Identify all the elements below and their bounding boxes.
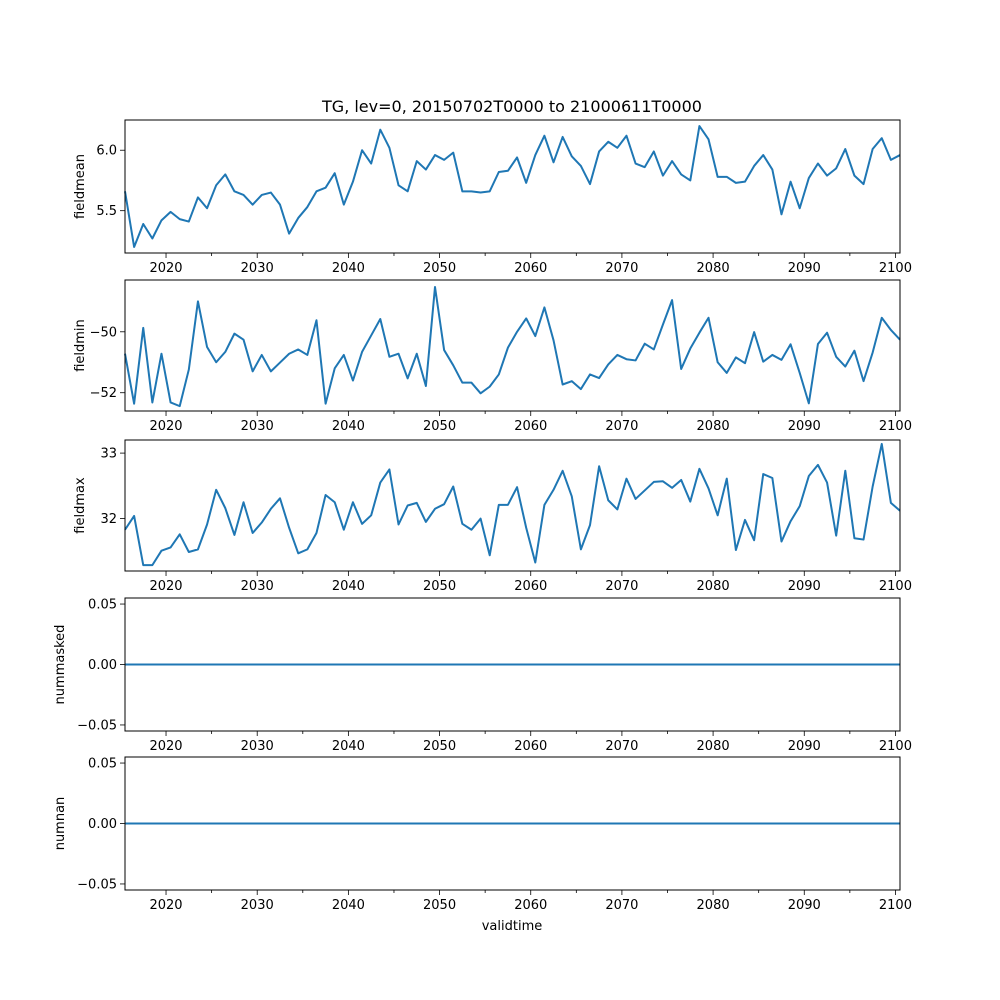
x-tick-label: 2080 [697,579,730,594]
y-tick-label: −50 [90,325,117,340]
x-tick-label: 2050 [423,898,456,913]
x-tick-label: 2090 [788,898,821,913]
x-tick-label: 2040 [332,579,365,594]
y-axis-label-fieldmean: fieldmean [73,154,88,219]
x-tick-label: 2090 [788,419,821,434]
panel-numnan: 2020 2030 2040 2050 2060 2070 2080 2090 2100 −0.0… [53,756,912,913]
x-axis-label: validtime [482,919,543,934]
x-tick-label: 2020 [149,898,182,913]
subplot-stack: 2020 2030 2040 2050 2060 2070 2080 2090 2100 5.5 6… [53,119,912,913]
axes-frame-fieldmax [124,439,901,572]
panel-nummasked: 2020 2030 2040 2050 2060 2070 2080 2090 2100 −0.0… [53,597,912,754]
panel-fieldmax: 2020 2030 2040 2050 2060 2070 2080 2090 2100 32 33… [73,439,912,594]
y-tick-label: −52 [90,386,117,401]
y-tick-label: 0.00 [88,817,117,832]
x-tick-label: 2050 [423,579,456,594]
x-tick-label: 2090 [788,579,821,594]
x-tick-label: 2080 [697,419,730,434]
series-line-fieldmax [124,442,901,567]
x-tick-label: 2030 [241,419,274,434]
x-tick-label: 2100 [879,261,912,276]
x-tick-label: 2070 [605,261,638,276]
y-tick-label: −0.05 [77,877,117,892]
y-tick-label: 5.5 [96,204,117,219]
x-tick-label: 2060 [514,579,547,594]
x-tick-label: 2080 [697,898,730,913]
y-axis-label-fieldmin: fieldmin [73,319,88,372]
y-tick-label: 0.05 [88,598,117,613]
x-tick-label: 2090 [788,261,821,276]
x-tick-label: 2030 [241,739,274,754]
x-tick-label: 2040 [332,419,365,434]
x-tick-label: 2040 [332,261,365,276]
x-tick-label: 2020 [149,261,182,276]
x-tick-label: 2100 [879,898,912,913]
x-tick-label: 2100 [879,739,912,754]
x-tick-label: 2070 [605,579,638,594]
x-tick-label: 2100 [879,419,912,434]
x-tick-label: 2070 [605,739,638,754]
axes-frame-fieldmean [124,119,901,254]
x-tick-label: 2030 [241,261,274,276]
x-tick-label: 2060 [514,419,547,434]
x-tick-label: 2040 [332,898,365,913]
x-tick-label: 2060 [514,739,547,754]
x-tick-label: 2100 [879,579,912,594]
y-tick-label: 32 [100,512,117,527]
x-tick-label: 2030 [241,579,274,594]
y-tick-label: 33 [100,447,117,462]
x-tick-label: 2070 [605,898,638,913]
y-tick-label: 0.00 [88,658,117,673]
y-tick-label: −0.05 [77,718,117,733]
panel-fieldmin: 2020 2030 2040 2050 2060 2070 2080 2090 2100 −52 −… [73,279,912,434]
x-tick-label: 2080 [697,739,730,754]
x-tick-label: 2050 [423,739,456,754]
chart-title: TG, lev=0, 20150702T0000 to 21000611T000… [321,97,702,116]
x-tick-label: 2050 [423,419,456,434]
x-tick-label: 2070 [605,419,638,434]
x-tick-label: 2080 [697,261,730,276]
y-tick-label: 0.05 [88,757,117,772]
x-tick-label: 2090 [788,739,821,754]
axes-frame-fieldmin [124,279,901,412]
x-tick-label: 2030 [241,898,274,913]
y-axis-label-fieldmax: fieldmax [73,477,88,534]
x-tick-label: 2060 [514,898,547,913]
x-tick-label: 2020 [149,579,182,594]
y-axis-label-nummasked: nummasked [53,625,68,705]
y-axis-label-numnan: numnan [53,797,68,851]
y-tick-label: 6.0 [96,144,117,159]
series-line-fieldmin [124,286,901,408]
x-tick-label: 2020 [149,739,182,754]
x-tick-label: 2020 [149,419,182,434]
x-tick-label: 2050 [423,261,456,276]
x-tick-label: 2040 [332,739,365,754]
x-tick-label: 2060 [514,261,547,276]
series-line-fieldmean [124,125,901,248]
panel-fieldmean: 2020 2030 2040 2050 2060 2070 2080 2090 2100 5.5 6… [73,119,912,276]
